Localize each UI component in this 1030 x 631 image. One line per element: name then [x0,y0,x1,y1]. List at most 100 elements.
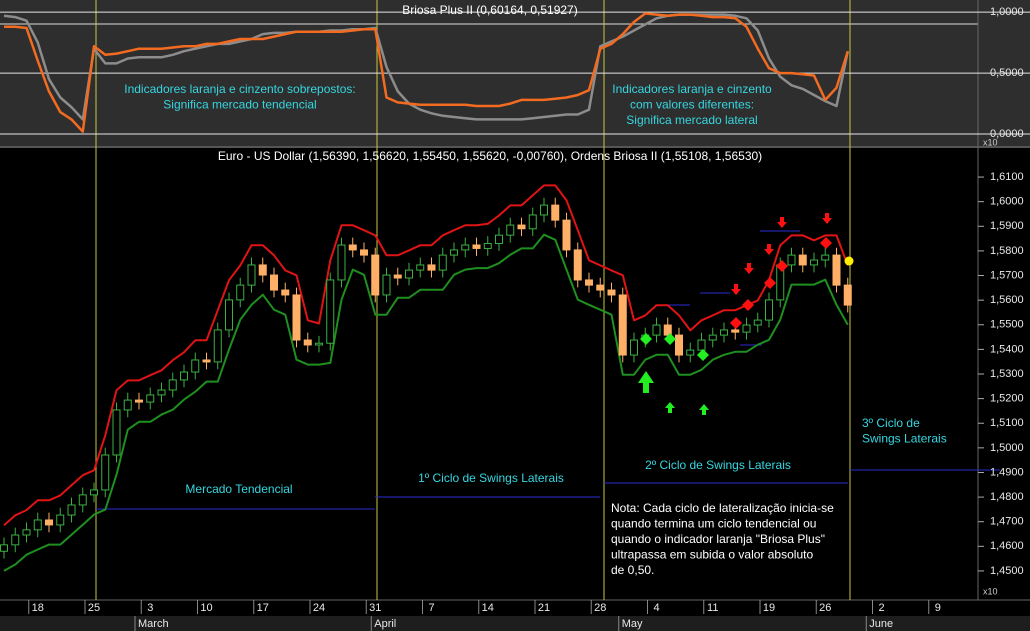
chart-title: Euro - US Dollar (1,56390, 1,56620, 1,55… [218,149,762,163]
y-tick-label: 1,5600 [990,294,1024,306]
candle-body [652,324,661,336]
candle-body [630,339,638,356]
y-tick-label: 0,0000 [990,128,1024,140]
candle-body [303,339,312,346]
y-tick-label: 1,5500 [990,319,1024,331]
sell-signal [820,237,832,249]
candle-body [315,342,323,346]
candle-body [573,249,582,281]
candle-body [236,284,245,301]
candle-body [585,279,593,286]
up-arrow [699,404,709,415]
candle-body [495,234,503,245]
candle-body [202,359,211,363]
candle-body [731,329,740,333]
candle-body [360,249,368,256]
candle-body [686,349,695,356]
candle-body [562,219,571,251]
y-tick-label: 0,5000 [990,67,1024,79]
candle-body [461,244,470,251]
y-tick-label: 1,5800 [990,245,1024,257]
sell-signal [742,299,754,311]
up-arrow [665,402,675,413]
candle-body [67,504,76,516]
candle-body [832,254,841,286]
candle-body [33,519,42,531]
month-row [0,616,1030,631]
candle-body [78,494,87,506]
candle-body [810,259,818,266]
date-row [0,600,1030,615]
candle-body [281,289,290,296]
x-tick-label: 9 [935,602,941,614]
candle-body [292,294,301,341]
candle-body [607,289,616,296]
candle-body [540,204,548,216]
annotation: 3º Ciclo de [862,416,920,430]
annotation: Significa mercado tendencial [163,98,316,112]
candle-body [506,224,515,236]
chart-title: Briosa Plus II (0,60164, 0,51927) [402,3,577,17]
candle-body [382,274,391,296]
candle-body [821,254,830,261]
candle-body [146,394,155,403]
x-tick-label: 3 [147,602,153,614]
x-tick-label: 25 [88,602,100,614]
y-tick-label: 1,4900 [990,466,1024,478]
candle-body [596,284,605,291]
candle-body [123,399,132,411]
y-tick-label: 1,5900 [990,220,1024,232]
month-label: March [138,618,169,630]
candle-body [405,269,413,279]
y-tick-label: 1,5100 [990,417,1024,429]
candle-body [337,244,346,281]
candle-body [427,264,436,271]
y-tick-label: 1,5300 [990,368,1024,380]
y-tick-label: 1,0000 [990,6,1024,18]
candle-body [450,249,458,256]
candle-body [371,254,380,296]
annotation: Swings Laterais [862,432,947,446]
candle-body [348,244,357,251]
x-tick-label: 11 [707,602,718,614]
candle-body [213,329,222,363]
y-tick-label: 1,6000 [990,196,1024,208]
annotation: Indicadores laranja e cinzento [612,82,772,96]
band-line [3,184,849,526]
candle-body [258,264,267,276]
candle-body [720,329,728,336]
buy-signal [697,349,709,361]
x-tick-label: 28 [594,602,606,614]
candle-body [697,339,706,351]
y-tick-label: 1,4800 [990,491,1024,503]
x-tick-label: 31 [369,602,381,614]
month-label: April [374,618,396,630]
month-label: May [622,618,643,630]
candle-body [416,264,425,271]
annotation: Significa mercado lateral [626,113,757,127]
y-tick-label: 1,4600 [990,540,1024,552]
note-line: quando termina um ciclo tendencial ou [611,517,816,531]
x-tick-label: 18 [32,602,44,614]
candle-body [135,399,143,403]
y-tick-label: 1,4500 [990,565,1024,577]
note-line: quando o indicador laranja "Briosa Plus" [611,532,825,546]
candle-body [483,243,492,249]
x-tick-label: 19 [763,602,775,614]
x-tick-label: 26 [819,602,831,614]
buy-signal [640,333,652,345]
indicator-line [4,12,849,133]
panel-separator [0,146,1030,148]
down-arrow [731,284,741,295]
annotation: Mercado Tendencial [185,482,292,496]
cycle-levels [96,230,1000,510]
candle-body [45,519,53,526]
y-tick-label: 1,5700 [990,269,1024,281]
candle-body [517,224,526,230]
axis-note: x10 [983,586,998,596]
candle-body [191,359,200,373]
up-arrow [638,371,654,393]
down-arrow [777,217,787,228]
candle-body [22,529,31,536]
